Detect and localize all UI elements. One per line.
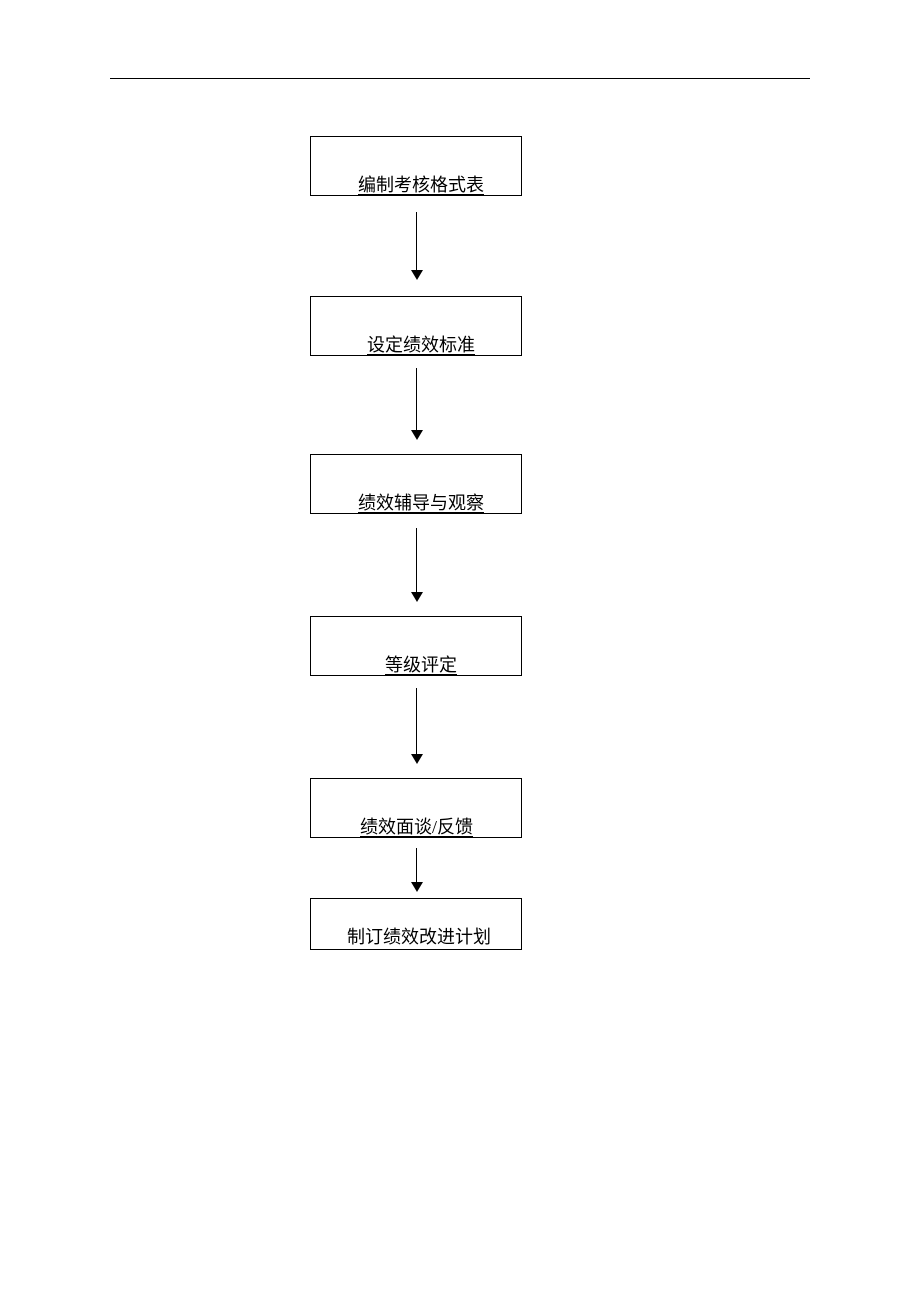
flow-edge (416, 212, 417, 270)
flow-node-label: 制订绩效改进计划 (347, 928, 491, 946)
arrow-head-icon (411, 430, 423, 440)
page: 编制考核格式表设定绩效标准绩效辅导与观察等级评定绩效面谈/反馈制订绩效改进计划 (0, 0, 920, 1302)
arrow-head-icon (411, 270, 423, 280)
flow-edge (416, 848, 417, 882)
arrow-head-icon (411, 754, 423, 764)
header-rule (110, 78, 810, 79)
arrow-head-icon (411, 592, 423, 602)
flow-node-label: 等级评定 (385, 656, 457, 674)
flow-node-label: 设定绩效标准 (367, 336, 475, 354)
flow-edge (416, 368, 417, 430)
flow-node-label: 绩效面谈/反馈 (360, 818, 473, 836)
flow-node-label: 绩效辅导与观察 (358, 494, 484, 512)
arrow-head-icon (411, 882, 423, 892)
flow-node-label: 编制考核格式表 (358, 176, 484, 194)
flow-edge (416, 688, 417, 754)
flow-edge (416, 528, 417, 592)
